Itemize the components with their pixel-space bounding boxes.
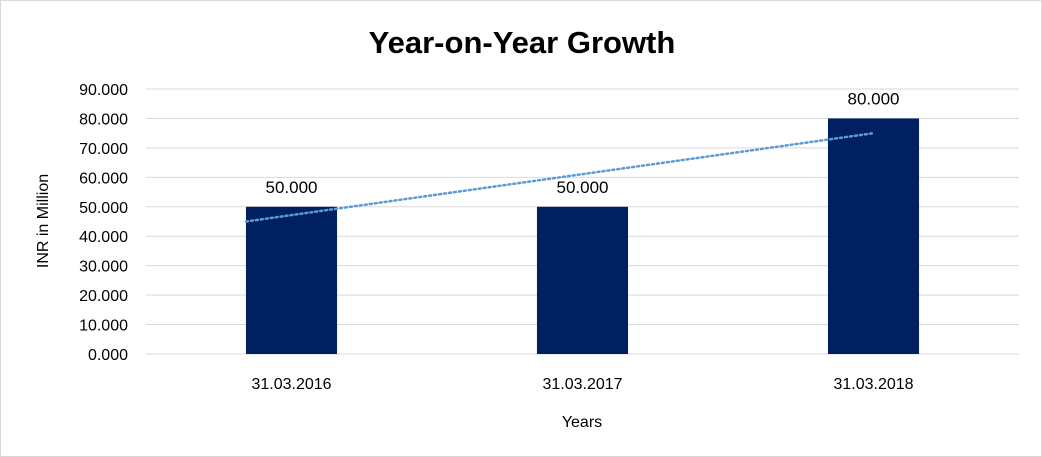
y-tick-label: 40.000 [79,229,128,246]
y-tick-label: 80.000 [79,111,128,128]
bar [245,206,338,354]
data-label: 50.000 [266,178,318,197]
data-labels: 50.000 50.000 80.000 [266,89,900,196]
bar [536,206,629,354]
y-tick-label: 10.000 [79,318,128,335]
y-tick-label: 60.000 [79,170,128,187]
x-tick-label: 31.03.2016 [251,376,331,393]
y-tick-label: 50.000 [79,200,128,217]
y-tick-label: 90.000 [79,82,128,99]
y-tick-label: 30.000 [79,259,128,276]
x-axis-title: Years [562,414,602,431]
x-axis-ticks: 31.03.2016 31.03.2017 31.03.2018 [251,376,913,393]
trendline-group [244,131,875,223]
y-axis-ticks: 0.000 10.000 20.000 30.000 40.000 50.000 60.00… [79,82,128,364]
y-tick-label: 70.000 [79,141,128,158]
y-tick-label: 0.000 [88,347,128,364]
x-tick-label: 31.03.2018 [833,376,913,393]
bar [827,118,920,354]
y-axis-title: INR in Million [35,174,52,268]
data-label: 50.000 [557,178,609,197]
data-label: 80.000 [848,89,900,108]
chart-title: Year-on-Year Growth [369,25,676,60]
y-tick-label: 20.000 [79,288,128,305]
trendline [244,131,875,223]
bars [245,118,920,354]
x-tick-label: 31.03.2017 [542,376,622,393]
